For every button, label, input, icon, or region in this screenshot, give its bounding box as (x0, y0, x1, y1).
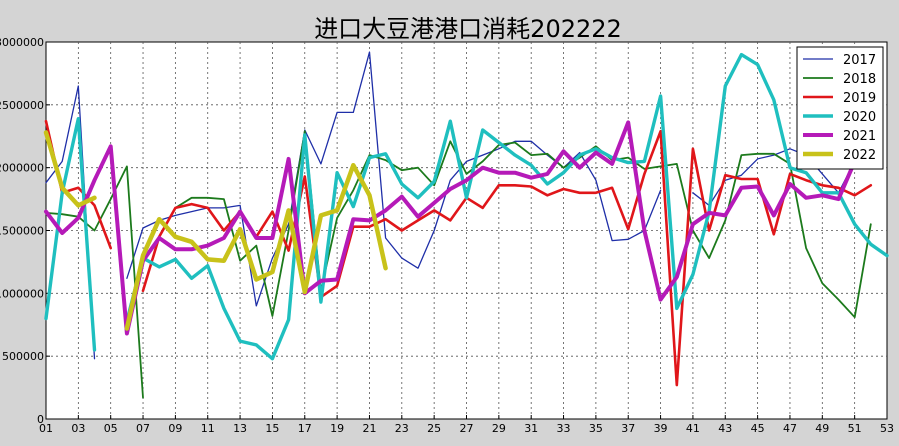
x-tick-label: 15 (265, 422, 279, 435)
legend-label-2018: 2018 (843, 72, 876, 87)
x-tick-label: 05 (104, 422, 118, 435)
series-line-2022 (124, 162, 388, 331)
x-tick-label: 03 (71, 422, 85, 435)
x-tick-label: 47 (783, 422, 797, 435)
legend-label-2022: 2022 (843, 148, 876, 163)
series-line-2020 (125, 52, 889, 361)
y-tick-label: 2500000 (0, 99, 44, 112)
x-tick-label: 49 (815, 422, 829, 435)
axis-ticks: 01 03 05 07 09 11 13 15 17 19 21 23 25 27 29 31 33 35 37 39… (0, 36, 894, 435)
x-tick-label: 35 (589, 422, 603, 435)
legend-label-2017: 2017 (843, 53, 876, 68)
x-tick-label: 27 (460, 422, 474, 435)
legend-label-2021: 2021 (843, 129, 876, 144)
series-line-2018 (45, 165, 144, 399)
x-tick-label: 45 (751, 422, 765, 435)
series-line-2022 (43, 130, 97, 208)
legend-label-2019: 2019 (843, 91, 876, 106)
x-tick-label: 13 (233, 422, 247, 435)
x-tick-label: 21 (362, 422, 376, 435)
legend-label-2020: 2020 (843, 110, 876, 125)
x-tick-label: 39 (654, 422, 668, 435)
x-tick-label: 25 (427, 422, 441, 435)
x-tick-label: 31 (524, 422, 538, 435)
series-lines (43, 51, 889, 399)
grid (46, 42, 887, 419)
y-tick-label: 1000000 (0, 287, 44, 300)
y-tick-label: 3000000 (0, 36, 44, 49)
x-tick-label: 37 (621, 422, 635, 435)
x-tick-label: 23 (395, 422, 409, 435)
series-line-2021 (44, 120, 857, 336)
chart-title: 进口大豆港港口消耗202222 (314, 15, 622, 43)
x-tick-label: 53 (880, 422, 894, 435)
legend: 2017 2018 2019 2020 2021 2022 (796, 46, 884, 170)
x-tick-label: 43 (718, 422, 732, 435)
legend-box (796, 46, 884, 170)
series-line-2019 (141, 129, 873, 387)
x-tick-label: 51 (848, 422, 862, 435)
x-tick-label: 17 (298, 422, 312, 435)
x-tick-label: 41 (686, 422, 700, 435)
y-tick-label: 500000 (2, 350, 44, 363)
x-tick-label: 07 (136, 422, 150, 435)
x-tick-label: 19 (330, 422, 344, 435)
y-tick-label: 2000000 (0, 162, 44, 175)
series-line-2020 (44, 116, 97, 352)
x-tick-label: 29 (492, 422, 506, 435)
y-tick-label: 1500000 (0, 225, 44, 238)
x-tick-label: 33 (557, 422, 571, 435)
x-tick-label: 11 (201, 422, 215, 435)
x-tick-label: 09 (168, 422, 182, 435)
x-tick-label: 01 (39, 422, 53, 435)
y-tick-label: 0 (37, 413, 44, 426)
